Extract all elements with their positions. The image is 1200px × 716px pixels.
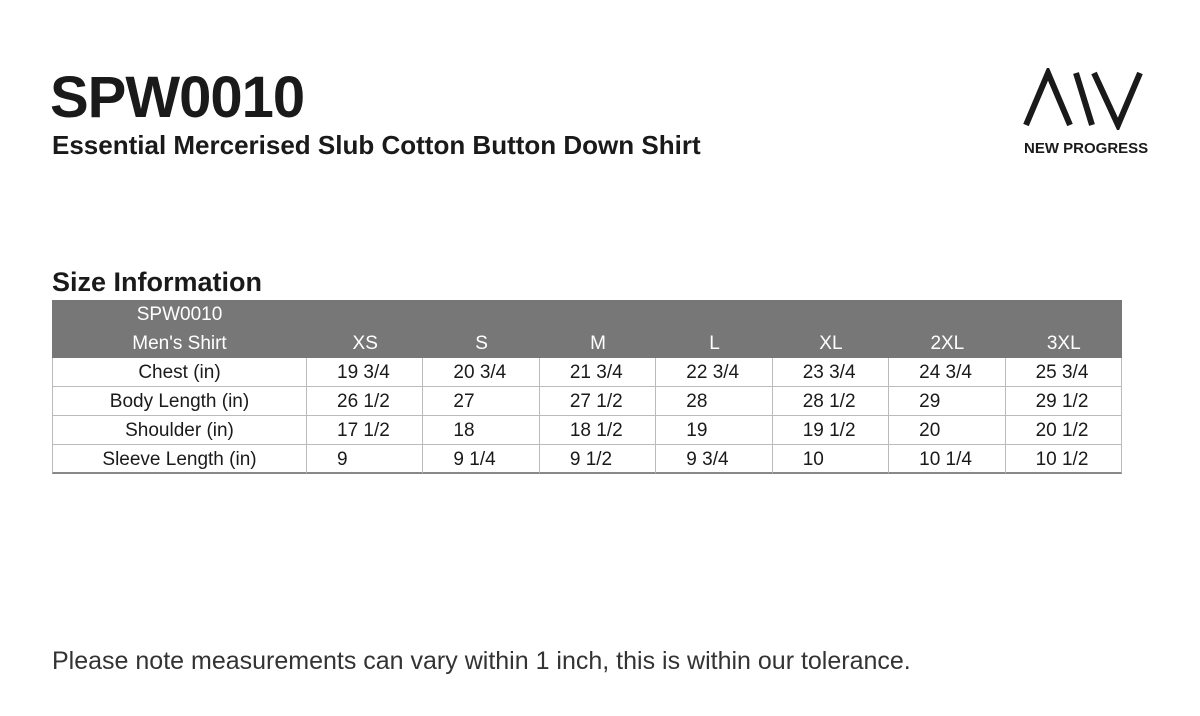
- size-value: 29: [889, 387, 1006, 416]
- size-value: 25 3/4: [1005, 358, 1122, 387]
- size-value: 22 3/4: [656, 358, 773, 387]
- size-value: 10 1/2: [1005, 445, 1122, 474]
- size-value: 23 3/4: [772, 358, 890, 387]
- size-header: M: [590, 333, 606, 354]
- size-value: 28: [656, 387, 773, 416]
- section-title: Size Information: [52, 267, 263, 297]
- size-value: 19 1/2: [772, 416, 890, 445]
- size-value: 27: [423, 387, 540, 416]
- size-header: S: [475, 333, 488, 354]
- size-value: 26 1/2: [307, 387, 424, 416]
- table-header-bg: [52, 300, 1122, 358]
- row-label: Chest (in): [52, 358, 307, 387]
- size-value: 20 3/4: [423, 358, 540, 387]
- size-value: 18: [423, 416, 540, 445]
- size-value: 9 3/4: [656, 445, 773, 474]
- logo: [1023, 68, 1143, 130]
- size-table: SPW0010 Men's Shirt XS S M L XL 2XL 3XL Chest (in…: [52, 300, 1122, 474]
- size-value: 9: [307, 445, 424, 474]
- row-label: Body Length (in): [52, 387, 307, 416]
- header-label: Men's Shirt: [132, 333, 227, 354]
- size-header: 3XL: [1046, 333, 1081, 354]
- row-label: Shoulder (in): [52, 416, 307, 445]
- size-header: XL: [819, 333, 843, 354]
- row-label: Sleeve Length (in): [52, 445, 307, 474]
- size-value: 19: [656, 416, 773, 445]
- size-value: 20: [889, 416, 1006, 445]
- brand: NEW PROGRESS: [1024, 140, 1149, 157]
- size-header: XS: [352, 333, 378, 354]
- size-value: 24 3/4: [889, 358, 1006, 387]
- size-value: 17 1/2: [307, 416, 424, 445]
- size-header: L: [709, 333, 720, 354]
- size-value: 20 1/2: [1005, 416, 1122, 445]
- subtitle: Essential Mercerised Slub Cotton Button …: [52, 130, 701, 160]
- size-value: 9 1/4: [423, 445, 540, 474]
- header-model: SPW0010: [136, 304, 223, 325]
- size-value: 18 1/2: [539, 416, 657, 445]
- size-value: 10 1/4: [889, 445, 1006, 474]
- title: SPW0010: [50, 65, 305, 130]
- size-value: 21 3/4: [539, 358, 657, 387]
- size-value: 29 1/2: [1005, 387, 1122, 416]
- size-value: 9 1/2: [539, 445, 657, 474]
- size-header: 2XL: [930, 333, 965, 354]
- size-value: 27 1/2: [539, 387, 657, 416]
- size-value: 19 3/4: [307, 358, 424, 387]
- note: Please note measurements can vary within…: [52, 647, 911, 675]
- size-value: 28 1/2: [772, 387, 890, 416]
- size-value: 10: [772, 445, 890, 474]
